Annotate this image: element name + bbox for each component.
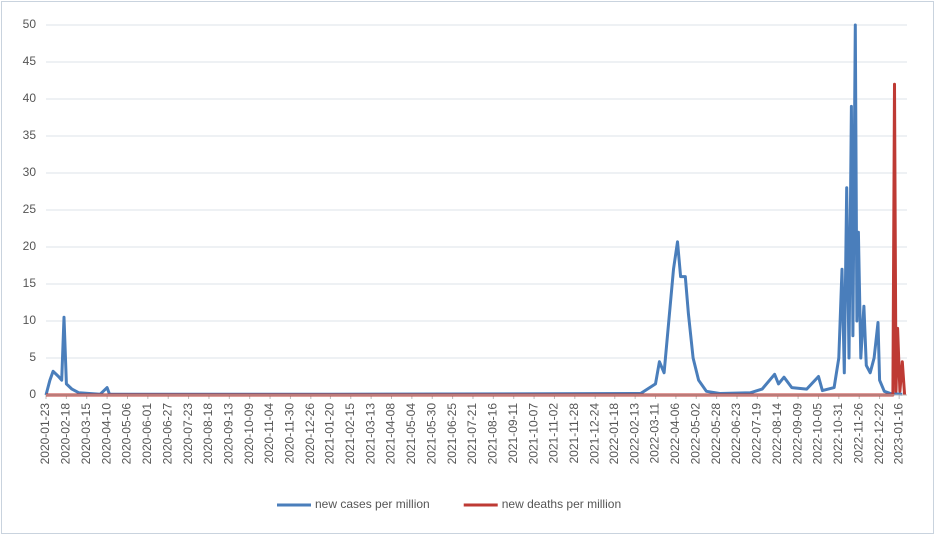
x-tick-label: 2020-10-09: [242, 403, 256, 465]
x-tick-label: 2021-11-28: [567, 403, 581, 464]
x-tick-label: 2020-07-23: [181, 403, 195, 465]
x-tick-label: 2020-06-27: [160, 403, 174, 465]
x-tick-label: 2021-08-16: [486, 403, 500, 465]
x-tick-label: 2021-06-25: [445, 403, 459, 465]
x-tick-label: 2021-04-08: [384, 403, 398, 465]
x-tick-label: 2021-01-20: [323, 403, 337, 465]
y-tick-label: 45: [23, 54, 37, 68]
x-tick-label: 2022-04-06: [668, 403, 682, 465]
x-tick-label: 2021-05-04: [404, 403, 418, 465]
x-tick-label: 2022-08-14: [770, 403, 784, 465]
x-tick-label: 2022-03-11: [648, 403, 662, 464]
x-tick-label: 2022-09-09: [790, 403, 804, 465]
x-tick-label: 2020-04-10: [99, 403, 113, 465]
x-tick-label: 2022-11-26: [851, 403, 865, 464]
x-tick-label: 2022-01-18: [607, 403, 621, 465]
x-tick-label: 2020-09-13: [221, 403, 235, 465]
x-tick-label: 2020-05-06: [120, 403, 134, 465]
x-tick-label: 2022-12-22: [872, 403, 886, 465]
x-tick-label: 2020-01-23: [38, 403, 52, 465]
x-tick-label: 2020-12-26: [303, 403, 317, 465]
x-tick-label: 2020-11-30: [283, 403, 297, 464]
x-tick-label: 2021-05-30: [424, 403, 438, 465]
x-tick-label: 2022-10-05: [811, 403, 825, 465]
y-tick-label: 5: [29, 350, 36, 364]
x-tick-label: 2020-03-15: [79, 403, 93, 465]
x-tick-label: 2022-10-31: [831, 403, 845, 465]
y-tick-label: 35: [23, 128, 37, 142]
x-tick-label: 2020-02-18: [59, 403, 73, 465]
x-tick-label: 2020-06-01: [140, 403, 154, 465]
x-tick-label: 2022-06-23: [729, 403, 743, 465]
y-tick-label: 25: [23, 202, 37, 216]
legend-label: new cases per million: [315, 497, 430, 511]
x-tick-label: 2023-01-16: [891, 403, 905, 465]
legend-label: new deaths per million: [502, 497, 621, 511]
x-tick-label: 2022-07-19: [750, 403, 764, 465]
y-tick-label: 20: [23, 239, 37, 253]
y-tick-label: 40: [23, 91, 37, 105]
x-tick-label: 2021-11-02: [547, 403, 561, 464]
x-tick-label: 2021-12-24: [587, 403, 601, 465]
x-tick-label: 2020-11-04: [262, 403, 276, 464]
x-tick-label: 2020-08-18: [201, 403, 215, 465]
x-tick-label: 2021-10-07: [526, 403, 540, 465]
y-tick-label: 50: [23, 17, 37, 31]
x-tick-label: 2021-03-13: [363, 403, 377, 465]
series-line: [44, 23, 903, 396]
y-tick-label: 15: [23, 276, 37, 290]
x-tick-label: 2022-02-13: [627, 403, 641, 465]
y-tick-label: 10: [23, 313, 37, 327]
y-tick-label: 0: [29, 387, 36, 401]
x-tick-label: 2022-05-28: [709, 403, 723, 465]
x-tick-label: 2022-05-02: [688, 403, 702, 465]
x-tick-label: 2021-02-15: [343, 403, 357, 465]
y-tick-label: 30: [23, 165, 37, 179]
x-tick-label: 2021-09-11: [506, 403, 520, 464]
x-tick-label: 2021-07-21: [465, 403, 479, 465]
